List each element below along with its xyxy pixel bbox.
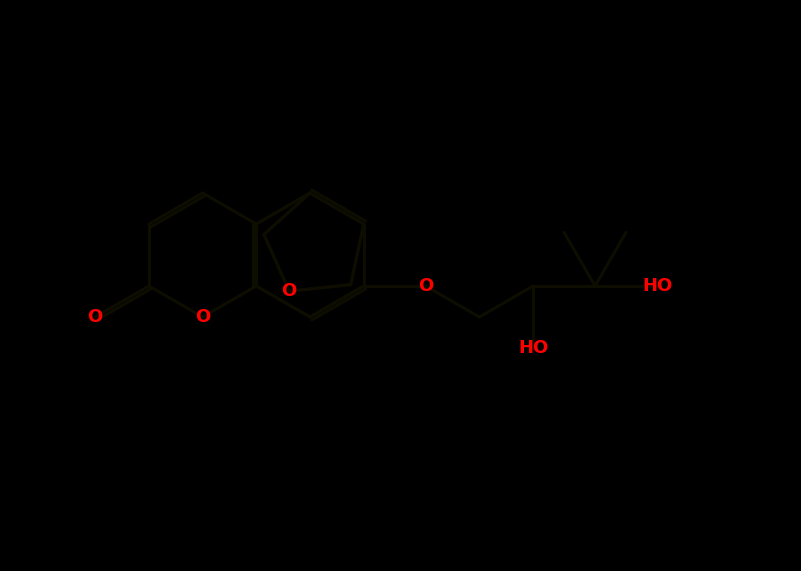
Text: O: O — [87, 308, 103, 326]
Text: O: O — [281, 282, 296, 300]
Text: O: O — [195, 308, 210, 326]
Text: O: O — [418, 277, 433, 295]
Text: HO: HO — [518, 339, 548, 357]
Text: HO: HO — [642, 277, 672, 295]
